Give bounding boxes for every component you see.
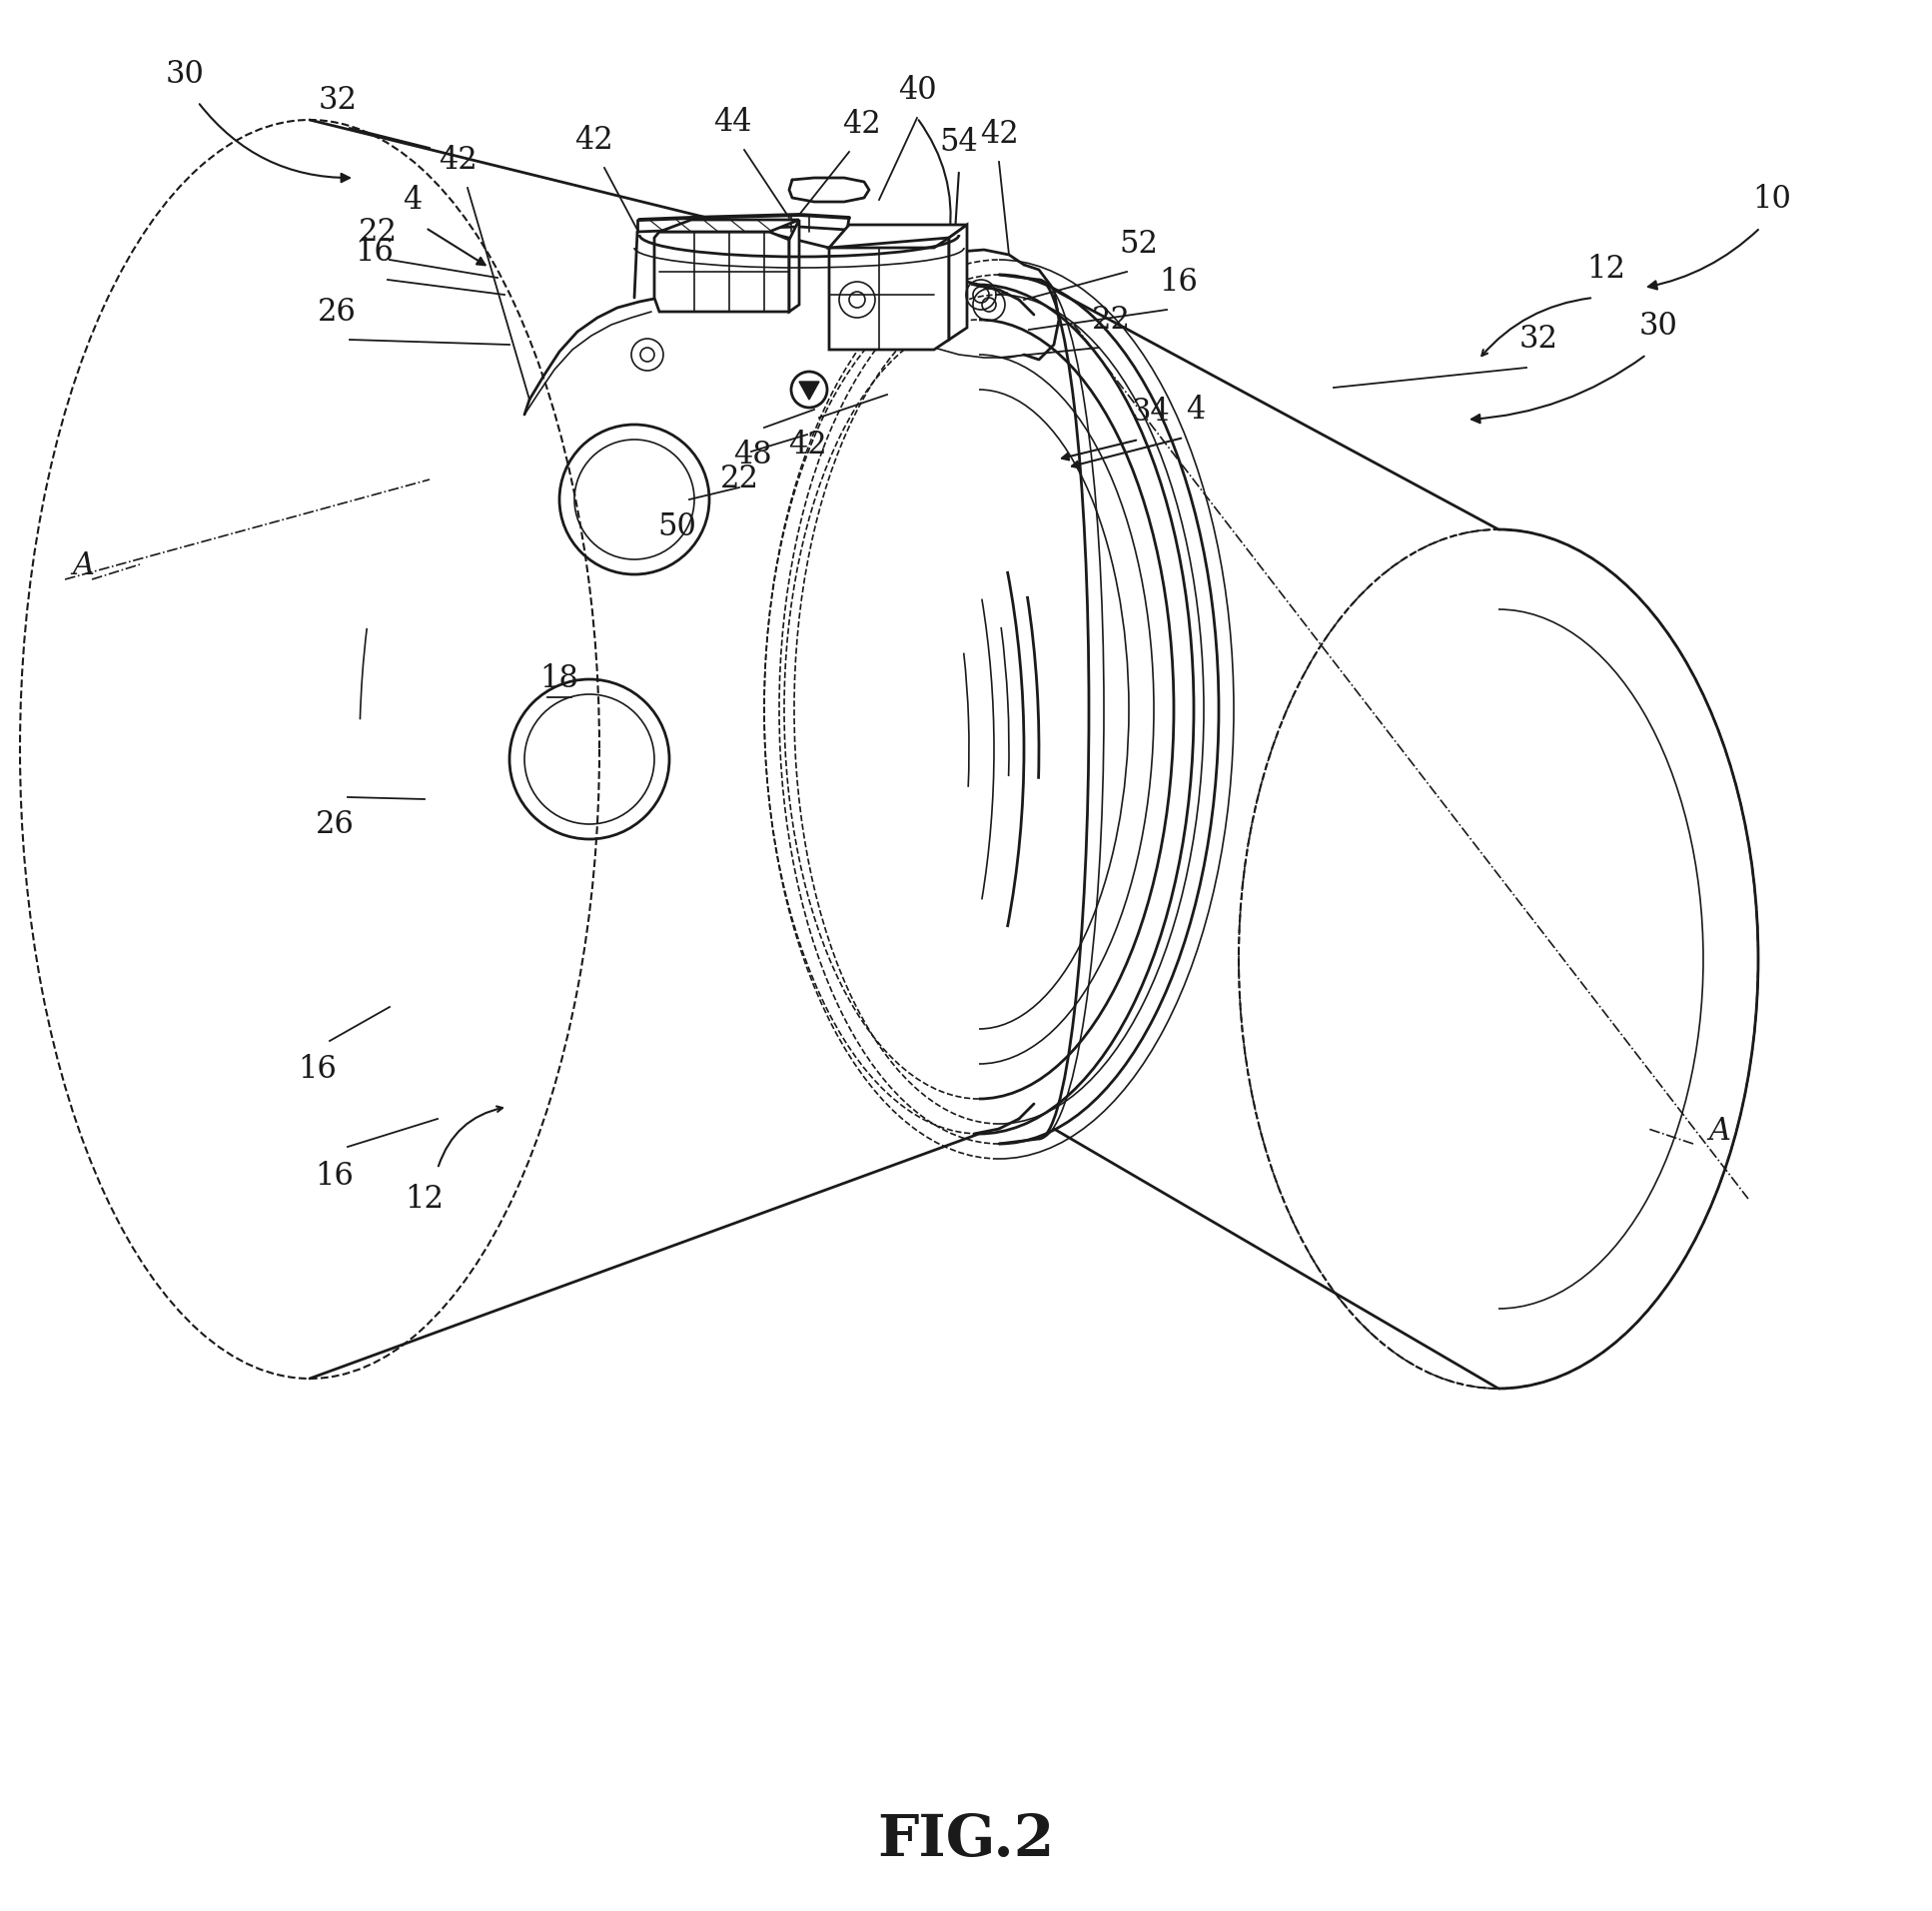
Text: 42: 42	[788, 430, 827, 461]
Text: 42: 42	[576, 124, 614, 157]
Text: 26: 26	[315, 808, 354, 841]
Text: 30: 30	[166, 59, 205, 90]
Text: 10: 10	[1752, 183, 1791, 214]
Polygon shape	[655, 231, 788, 311]
Text: 42: 42	[439, 145, 477, 176]
Text: 34: 34	[1132, 397, 1171, 428]
Text: 12: 12	[406, 1183, 444, 1215]
Text: 50: 50	[659, 512, 697, 543]
Text: 4: 4	[1186, 394, 1206, 426]
Polygon shape	[949, 225, 968, 340]
Text: 16: 16	[315, 1160, 354, 1192]
Text: 48: 48	[732, 440, 771, 470]
Text: 4: 4	[404, 185, 423, 216]
Text: 16: 16	[298, 1053, 336, 1085]
Polygon shape	[788, 220, 800, 311]
Text: 22: 22	[721, 464, 759, 495]
Text: 30: 30	[1638, 311, 1677, 342]
Text: 44: 44	[713, 107, 752, 138]
Text: 26: 26	[317, 296, 355, 327]
Text: 54: 54	[939, 126, 978, 159]
Text: 12: 12	[1586, 254, 1627, 285]
Text: 32: 32	[1519, 323, 1557, 355]
Polygon shape	[829, 237, 949, 350]
Text: 16: 16	[1159, 268, 1198, 298]
Text: FIG.2: FIG.2	[877, 1812, 1055, 1869]
Text: A: A	[71, 550, 95, 581]
Text: 16: 16	[355, 237, 394, 268]
Text: 40: 40	[898, 75, 937, 105]
Text: 42: 42	[842, 109, 881, 140]
Text: 18: 18	[541, 663, 580, 694]
Polygon shape	[800, 382, 819, 399]
Text: A: A	[1708, 1116, 1731, 1147]
Text: 52: 52	[1119, 229, 1159, 260]
Text: 22: 22	[357, 216, 398, 248]
Text: 32: 32	[319, 84, 357, 117]
Polygon shape	[659, 220, 800, 231]
Text: 42: 42	[980, 118, 1018, 149]
Polygon shape	[829, 225, 968, 248]
Text: 22: 22	[1092, 304, 1130, 336]
